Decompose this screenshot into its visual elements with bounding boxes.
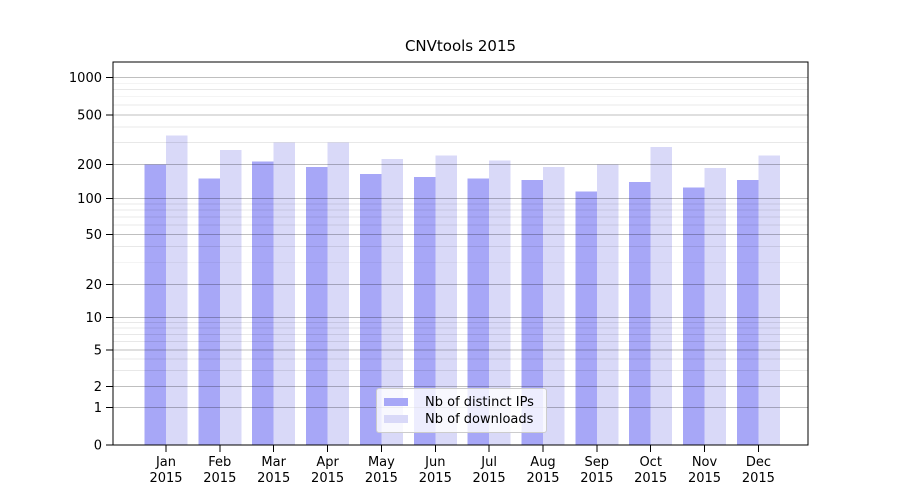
legend-swatch-distinct-ips — [384, 398, 408, 406]
x-tick-label-year: 2015 — [688, 471, 721, 486]
x-tick-label-month: Jun — [424, 455, 445, 470]
x-tick-label-month: Sep — [585, 455, 610, 470]
x-tick-label-month: Nov — [692, 455, 718, 470]
bar — [467, 178, 490, 445]
bar — [543, 166, 565, 446]
bar — [435, 155, 457, 445]
y-tick-label: 20 — [85, 278, 102, 293]
x-tick-label-month: May — [368, 455, 395, 470]
x-tick-label-year: 2015 — [742, 471, 775, 486]
bar — [629, 181, 651, 445]
bar — [758, 155, 780, 445]
x-tick-label-year: 2015 — [526, 471, 559, 486]
y-tick-label: 500 — [77, 108, 102, 123]
y-tick-label: 100 — [77, 192, 102, 207]
bar — [219, 150, 242, 445]
x-tick-label-year: 2015 — [580, 471, 613, 486]
x-tick-label-year: 2015 — [149, 471, 182, 486]
y-tick-label: 1 — [94, 401, 102, 416]
bar — [306, 166, 328, 446]
x-tick-label-year: 2015 — [634, 471, 667, 486]
bar — [704, 168, 726, 445]
y-tick-label: 50 — [85, 228, 102, 243]
chart-title: CNVtools 2015 — [404, 37, 517, 55]
x-tick-label-year: 2015 — [311, 471, 344, 486]
bar — [683, 187, 705, 445]
x-tick-label-month: Jan — [155, 455, 176, 470]
x-tick-label-month: Oct — [639, 455, 661, 470]
y-tick-label: 10 — [85, 311, 102, 326]
x-tick-label-month: Aug — [530, 455, 555, 470]
legend-label: Nb of downloads — [425, 411, 534, 427]
bar — [273, 142, 296, 445]
y-tick-label: 0 — [94, 439, 102, 454]
bar — [381, 159, 403, 445]
bar — [359, 173, 382, 446]
x-tick-label-month: Jul — [480, 455, 497, 470]
bar — [736, 180, 759, 445]
x-tick-label-year: 2015 — [257, 471, 290, 486]
bar — [166, 135, 188, 445]
x-tick-label-month: Feb — [208, 455, 231, 470]
bar — [413, 176, 436, 445]
x-tick-label-month: Dec — [746, 455, 771, 470]
x-tick-label-year: 2015 — [473, 471, 506, 486]
y-tick-label: 200 — [77, 158, 102, 173]
x-tick-label-month: Mar — [261, 455, 286, 470]
y-tick-label: 1000 — [69, 71, 102, 86]
bar — [575, 191, 597, 445]
legend-label: Nb of distinct IPs — [425, 394, 534, 410]
bar — [252, 161, 274, 445]
x-tick-label-year: 2015 — [419, 471, 452, 486]
y-tick-label: 5 — [94, 344, 102, 359]
bar — [327, 142, 350, 445]
bar — [521, 180, 543, 445]
bar — [650, 147, 673, 445]
bar — [489, 160, 511, 445]
y-tick-label: 2 — [94, 380, 102, 395]
legend-swatch-downloads — [384, 415, 408, 423]
legend: Nb of distinct IPs Nb of downloads — [376, 388, 547, 433]
bar — [144, 164, 166, 446]
bar — [596, 164, 619, 446]
x-tick-label-year: 2015 — [365, 471, 398, 486]
bar — [198, 178, 220, 445]
x-tick-label-year: 2015 — [203, 471, 236, 486]
legend-item: Nb of distinct IPs — [384, 394, 546, 410]
x-tick-label-month: Apr — [316, 455, 339, 470]
legend-item: Nb of downloads — [384, 411, 546, 427]
plot-frame — [112, 61, 809, 446]
